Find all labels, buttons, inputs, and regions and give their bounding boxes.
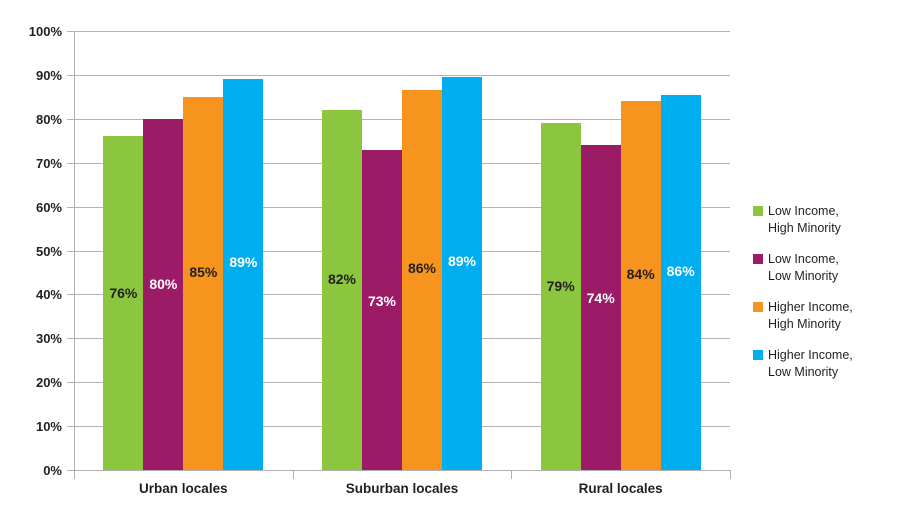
bar-value-label: 86% [666,262,695,279]
legend-color-swatch-icon [753,350,763,360]
bar-value-label: 74% [586,290,615,307]
y-axis-labels: 0% 10% 20% 30% 40% 50% 60% 70% 80% 90% 100% [0,0,62,516]
bar-value-label: 89% [229,254,258,271]
y-axis-tick-label: 0% [43,463,62,478]
bar: 84% [620,101,661,470]
bar-value-label: 73% [367,292,397,309]
legend-label-line1: Higher Income, [768,348,853,362]
legend-label-line2: High Minority [768,317,841,331]
legend-item[interactable]: Higher Income, Low Minority [753,347,895,381]
y-axis-tick [67,74,74,76]
bar-value-label: 80% [149,275,178,292]
y-axis-tick [67,206,74,208]
y-axis-tick-label: 70% [35,155,62,171]
y-axis-tick [67,250,74,252]
y-axis-tick [67,118,74,120]
legend-label-line1: Low Income, [768,252,839,266]
y-axis-tick-label: 10% [35,419,62,435]
bar: 76% [103,136,144,470]
gridline [74,31,730,32]
y-axis-tick-label: 30% [35,331,62,347]
bar: 89% [223,79,264,470]
y-axis-tick-label: 100% [28,24,62,39]
y-axis-tick-label: 40% [35,287,62,303]
x-axis-tick [511,470,513,479]
y-axis-tick [67,338,74,340]
plot-area: 76% 80% 85% 89% 82% 73% 86% 89% 79% 74% 84% 86% [74,31,730,471]
legend-item[interactable]: Low Income, Low Minority [753,251,895,285]
bar: 85% [183,96,224,470]
y-axis-tick [67,162,74,164]
chart-legend: Low Income, High Minority Low Income, Low M… [753,203,895,395]
bar-value-label: 82% [327,271,357,288]
x-axis-tick [74,470,75,479]
bar: 86% [660,94,701,470]
y-axis-tick [67,294,74,296]
y-axis-tick [67,426,74,428]
y-axis-tick [67,31,74,32]
legend-item[interactable]: Low Income, High Minority [753,203,895,237]
legend-item[interactable]: Higher Income, High Minority [753,299,895,333]
bar-value-label: 84% [626,266,655,283]
legend-color-swatch-icon [753,302,763,312]
bar-value-label: 89% [447,253,477,270]
bar-value-label: 85% [189,263,218,280]
x-axis-tick [730,470,731,479]
x-axis-category-label: Suburban locales [345,481,459,496]
gridline [74,74,730,76]
bar-value-label: 86% [407,260,437,277]
bar: 86% [402,90,442,470]
bar: 89% [442,77,482,470]
gridline [74,470,730,471]
y-axis-tick-label: 80% [35,111,62,127]
y-axis-tick [67,470,74,471]
bar: 82% [322,110,362,470]
legend-label-line2: Low Minority [768,365,839,379]
legend-label-line1: Higher Income, [768,300,853,314]
y-axis-tick-label: 20% [35,375,62,391]
y-axis-tick-label: 50% [35,243,62,259]
bar-value-label: 76% [109,285,138,302]
x-axis-tick [292,470,294,479]
x-axis-category-label: Rural locales [578,481,663,496]
bar: 73% [362,149,402,470]
legend-label-line2: Low Minority [768,269,839,283]
bar: 74% [580,145,621,470]
y-axis-tick-label: 90% [35,67,62,83]
y-axis-tick-label: 60% [35,199,62,215]
y-axis-tick [67,382,74,384]
legend-label-line2: High Minority [768,221,841,235]
x-axis-category-label: Urban locales [139,481,228,496]
bar-value-label: 79% [546,278,575,295]
legend-label-line1: Low Income, [768,204,839,218]
bar: 79% [540,123,581,470]
legend-color-swatch-icon [753,254,763,264]
bar: 80% [143,118,184,470]
legend-color-swatch-icon [753,206,763,216]
